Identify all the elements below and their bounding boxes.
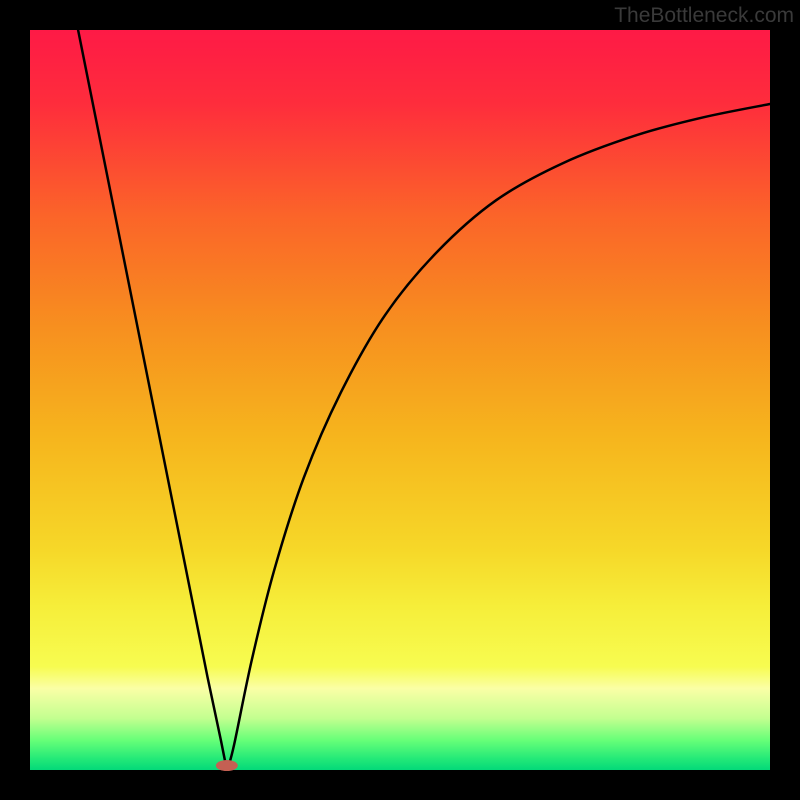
plot-background (30, 30, 770, 770)
watermark-text: TheBottleneck.com (614, 4, 794, 28)
chart-svg (0, 0, 800, 800)
chart-root: TheBottleneck.com (0, 0, 800, 800)
cusp-marker (216, 760, 238, 771)
